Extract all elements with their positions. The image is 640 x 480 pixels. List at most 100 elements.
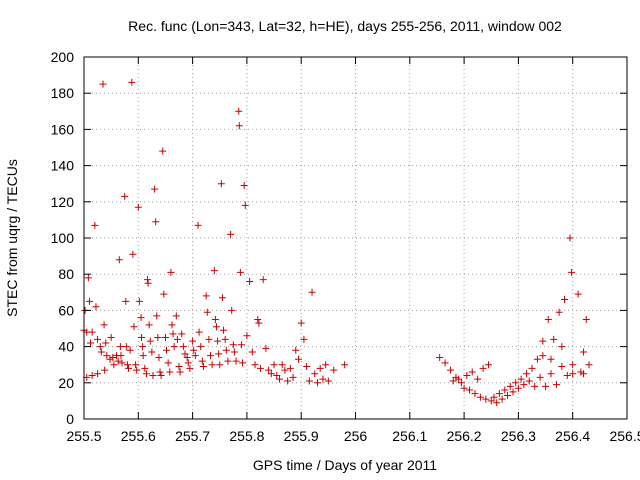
data-point xyxy=(240,182,248,190)
data-point xyxy=(254,315,262,323)
data-point xyxy=(154,334,162,342)
data-point xyxy=(91,221,99,229)
data-point xyxy=(110,361,118,369)
data-point xyxy=(122,343,130,351)
data-point xyxy=(544,315,552,323)
data-point xyxy=(568,268,576,276)
data-point xyxy=(246,277,254,285)
data-point xyxy=(514,384,522,392)
y-tick-label: 40 xyxy=(58,339,74,355)
x-axis-label: GPS time / Days of year 2011 xyxy=(253,457,437,473)
data-point xyxy=(142,370,150,378)
x-tick-label: 256.5 xyxy=(609,428,640,444)
y-tick-labels: 0 20 40 60 80 100 120 140 160 180 200 xyxy=(51,49,75,427)
data-point xyxy=(169,330,177,338)
data-point xyxy=(531,382,539,390)
y-tick-label: 200 xyxy=(51,49,75,65)
data-point xyxy=(311,370,319,378)
y-tick-label: 140 xyxy=(51,158,75,174)
data-point xyxy=(580,370,588,378)
data-point xyxy=(156,368,164,376)
data-point xyxy=(243,332,251,340)
data-point xyxy=(161,334,169,342)
data-point xyxy=(88,372,96,380)
data-point xyxy=(210,267,218,275)
data-point xyxy=(487,397,495,405)
y-tick-label: 100 xyxy=(51,230,75,246)
data-point xyxy=(585,361,593,369)
data-point xyxy=(324,377,332,385)
data-point xyxy=(101,366,109,374)
data-point xyxy=(216,361,224,369)
data-point xyxy=(194,221,202,229)
data-point xyxy=(121,192,129,200)
data-point xyxy=(520,381,528,389)
data-point xyxy=(198,357,206,365)
data-point xyxy=(539,337,547,345)
data-point xyxy=(292,346,300,354)
data-point xyxy=(197,343,205,351)
data-point xyxy=(485,361,493,369)
data-point xyxy=(256,364,264,372)
data-point xyxy=(236,268,244,276)
data-point xyxy=(303,363,311,371)
data-point xyxy=(222,346,230,354)
data-point xyxy=(262,344,270,352)
data-point xyxy=(569,370,577,378)
data-point xyxy=(265,366,273,374)
data-point xyxy=(449,377,457,385)
data-point xyxy=(466,386,474,394)
data-point xyxy=(275,375,283,383)
data-point xyxy=(129,250,137,258)
data-point xyxy=(563,372,571,380)
data-point xyxy=(580,348,588,356)
data-point xyxy=(100,321,108,329)
data-point xyxy=(96,343,104,351)
data-point xyxy=(176,368,184,376)
data-point xyxy=(330,366,338,374)
y-tick-label: 20 xyxy=(58,375,74,391)
data-point xyxy=(457,379,465,387)
data-point xyxy=(195,328,203,336)
data-point xyxy=(87,339,95,347)
data-point xyxy=(155,353,163,361)
x-tick-label: 256.3 xyxy=(501,428,536,444)
data-point xyxy=(84,274,92,282)
data-point xyxy=(159,147,167,155)
data-point xyxy=(528,364,536,372)
data-point xyxy=(476,393,484,401)
data-point xyxy=(170,343,178,351)
data-point xyxy=(284,377,292,385)
data-point xyxy=(85,297,93,305)
data-point xyxy=(482,395,490,403)
data-point xyxy=(205,335,213,343)
data-point xyxy=(190,346,198,354)
data-point xyxy=(215,350,223,358)
data-point xyxy=(116,343,124,351)
axis-ticks xyxy=(83,56,628,420)
data-point xyxy=(441,359,449,367)
x-tick-label: 256.1 xyxy=(392,428,427,444)
data-point xyxy=(221,335,229,343)
data-point xyxy=(447,366,455,374)
data-point xyxy=(144,276,152,284)
y-tick-label: 160 xyxy=(51,121,75,137)
data-point xyxy=(167,268,175,276)
y-axis-label: STEC from uqrg / TECUs xyxy=(4,159,20,317)
y-tick-label: 180 xyxy=(51,85,75,101)
data-point xyxy=(517,375,525,383)
data-point xyxy=(139,343,147,351)
data-point xyxy=(123,361,131,369)
data-point xyxy=(506,382,514,390)
data-point xyxy=(211,315,219,323)
data-point xyxy=(241,201,249,209)
data-point xyxy=(273,372,281,380)
data-point xyxy=(533,355,541,363)
data-point xyxy=(207,352,215,360)
data-point xyxy=(153,312,161,320)
data-point xyxy=(125,364,133,372)
data-point xyxy=(566,234,574,242)
data-point xyxy=(149,372,157,380)
data-point xyxy=(130,323,138,331)
data-point xyxy=(251,361,259,369)
